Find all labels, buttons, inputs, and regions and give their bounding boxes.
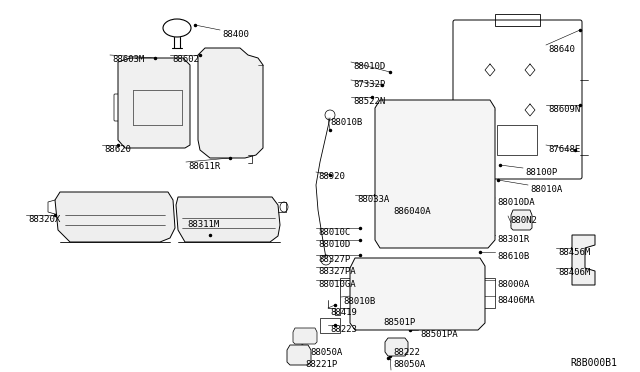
Text: 88610B: 88610B [497, 252, 529, 261]
Text: 87332P: 87332P [353, 80, 385, 89]
Text: 886040A: 886040A [393, 207, 431, 216]
Text: 88501P: 88501P [383, 318, 415, 327]
Text: 88311M: 88311M [187, 220, 220, 229]
Text: 88050A: 88050A [393, 360, 425, 369]
Text: 88010C: 88010C [318, 228, 350, 237]
Text: 88050A: 88050A [310, 348, 342, 357]
Polygon shape [375, 100, 495, 248]
Polygon shape [350, 258, 485, 330]
Text: 88010GA: 88010GA [318, 280, 356, 289]
Text: 88301R: 88301R [497, 235, 529, 244]
Text: 88602: 88602 [172, 55, 199, 64]
Text: 88456M: 88456M [558, 248, 590, 257]
Text: 88522N: 88522N [353, 97, 385, 106]
Bar [415, 190, 455, 215]
Text: 87648E: 87648E [548, 145, 580, 154]
Text: 88000A: 88000A [497, 280, 529, 289]
Polygon shape [198, 48, 263, 158]
Polygon shape [385, 338, 408, 356]
Text: R8B000B1: R8B000B1 [570, 358, 617, 368]
Text: 88223: 88223 [330, 325, 357, 334]
Bar [495, 14, 540, 26]
Text: 88327PA: 88327PA [318, 267, 356, 276]
Text: 88010B: 88010B [330, 118, 362, 127]
Text: 88920: 88920 [318, 172, 345, 181]
Text: 88406MA: 88406MA [497, 296, 534, 305]
Bar [215, 85, 247, 115]
Polygon shape [572, 235, 595, 285]
Text: 88010D: 88010D [353, 62, 385, 71]
Text: 88640: 88640 [548, 45, 575, 54]
Text: 88100P: 88100P [525, 168, 557, 177]
Text: 88221P: 88221P [305, 360, 337, 369]
Text: 88400: 88400 [222, 30, 249, 39]
Bar [497, 125, 537, 155]
Bar [425, 200, 445, 212]
Polygon shape [176, 197, 280, 242]
Text: 88010B: 88010B [343, 297, 375, 306]
Polygon shape [55, 192, 175, 242]
Text: 88327P: 88327P [318, 255, 350, 264]
Text: 88603M: 88603M [112, 55, 144, 64]
Text: 88010DA: 88010DA [497, 198, 534, 207]
Text: 88033A: 88033A [357, 195, 389, 204]
Text: 88010A: 88010A [530, 185, 563, 194]
Text: 88609N: 88609N [548, 105, 580, 114]
Polygon shape [287, 345, 311, 365]
Text: 88620: 88620 [104, 145, 131, 154]
Polygon shape [118, 58, 190, 148]
Bar [340, 278, 352, 308]
Bar [320, 318, 340, 333]
Bar [210, 80, 252, 120]
Text: 88611R: 88611R [188, 162, 220, 171]
Text: 88010D: 88010D [318, 240, 350, 249]
Polygon shape [293, 328, 317, 344]
Text: 88320X: 88320X [28, 215, 60, 224]
Text: 88419: 88419 [330, 308, 357, 317]
Text: 880N2: 880N2 [510, 216, 537, 225]
Bar [483, 278, 495, 308]
Text: 88406M: 88406M [558, 268, 590, 277]
Polygon shape [511, 210, 532, 230]
Text: 88222: 88222 [393, 348, 420, 357]
Text: 88501PA: 88501PA [420, 330, 458, 339]
